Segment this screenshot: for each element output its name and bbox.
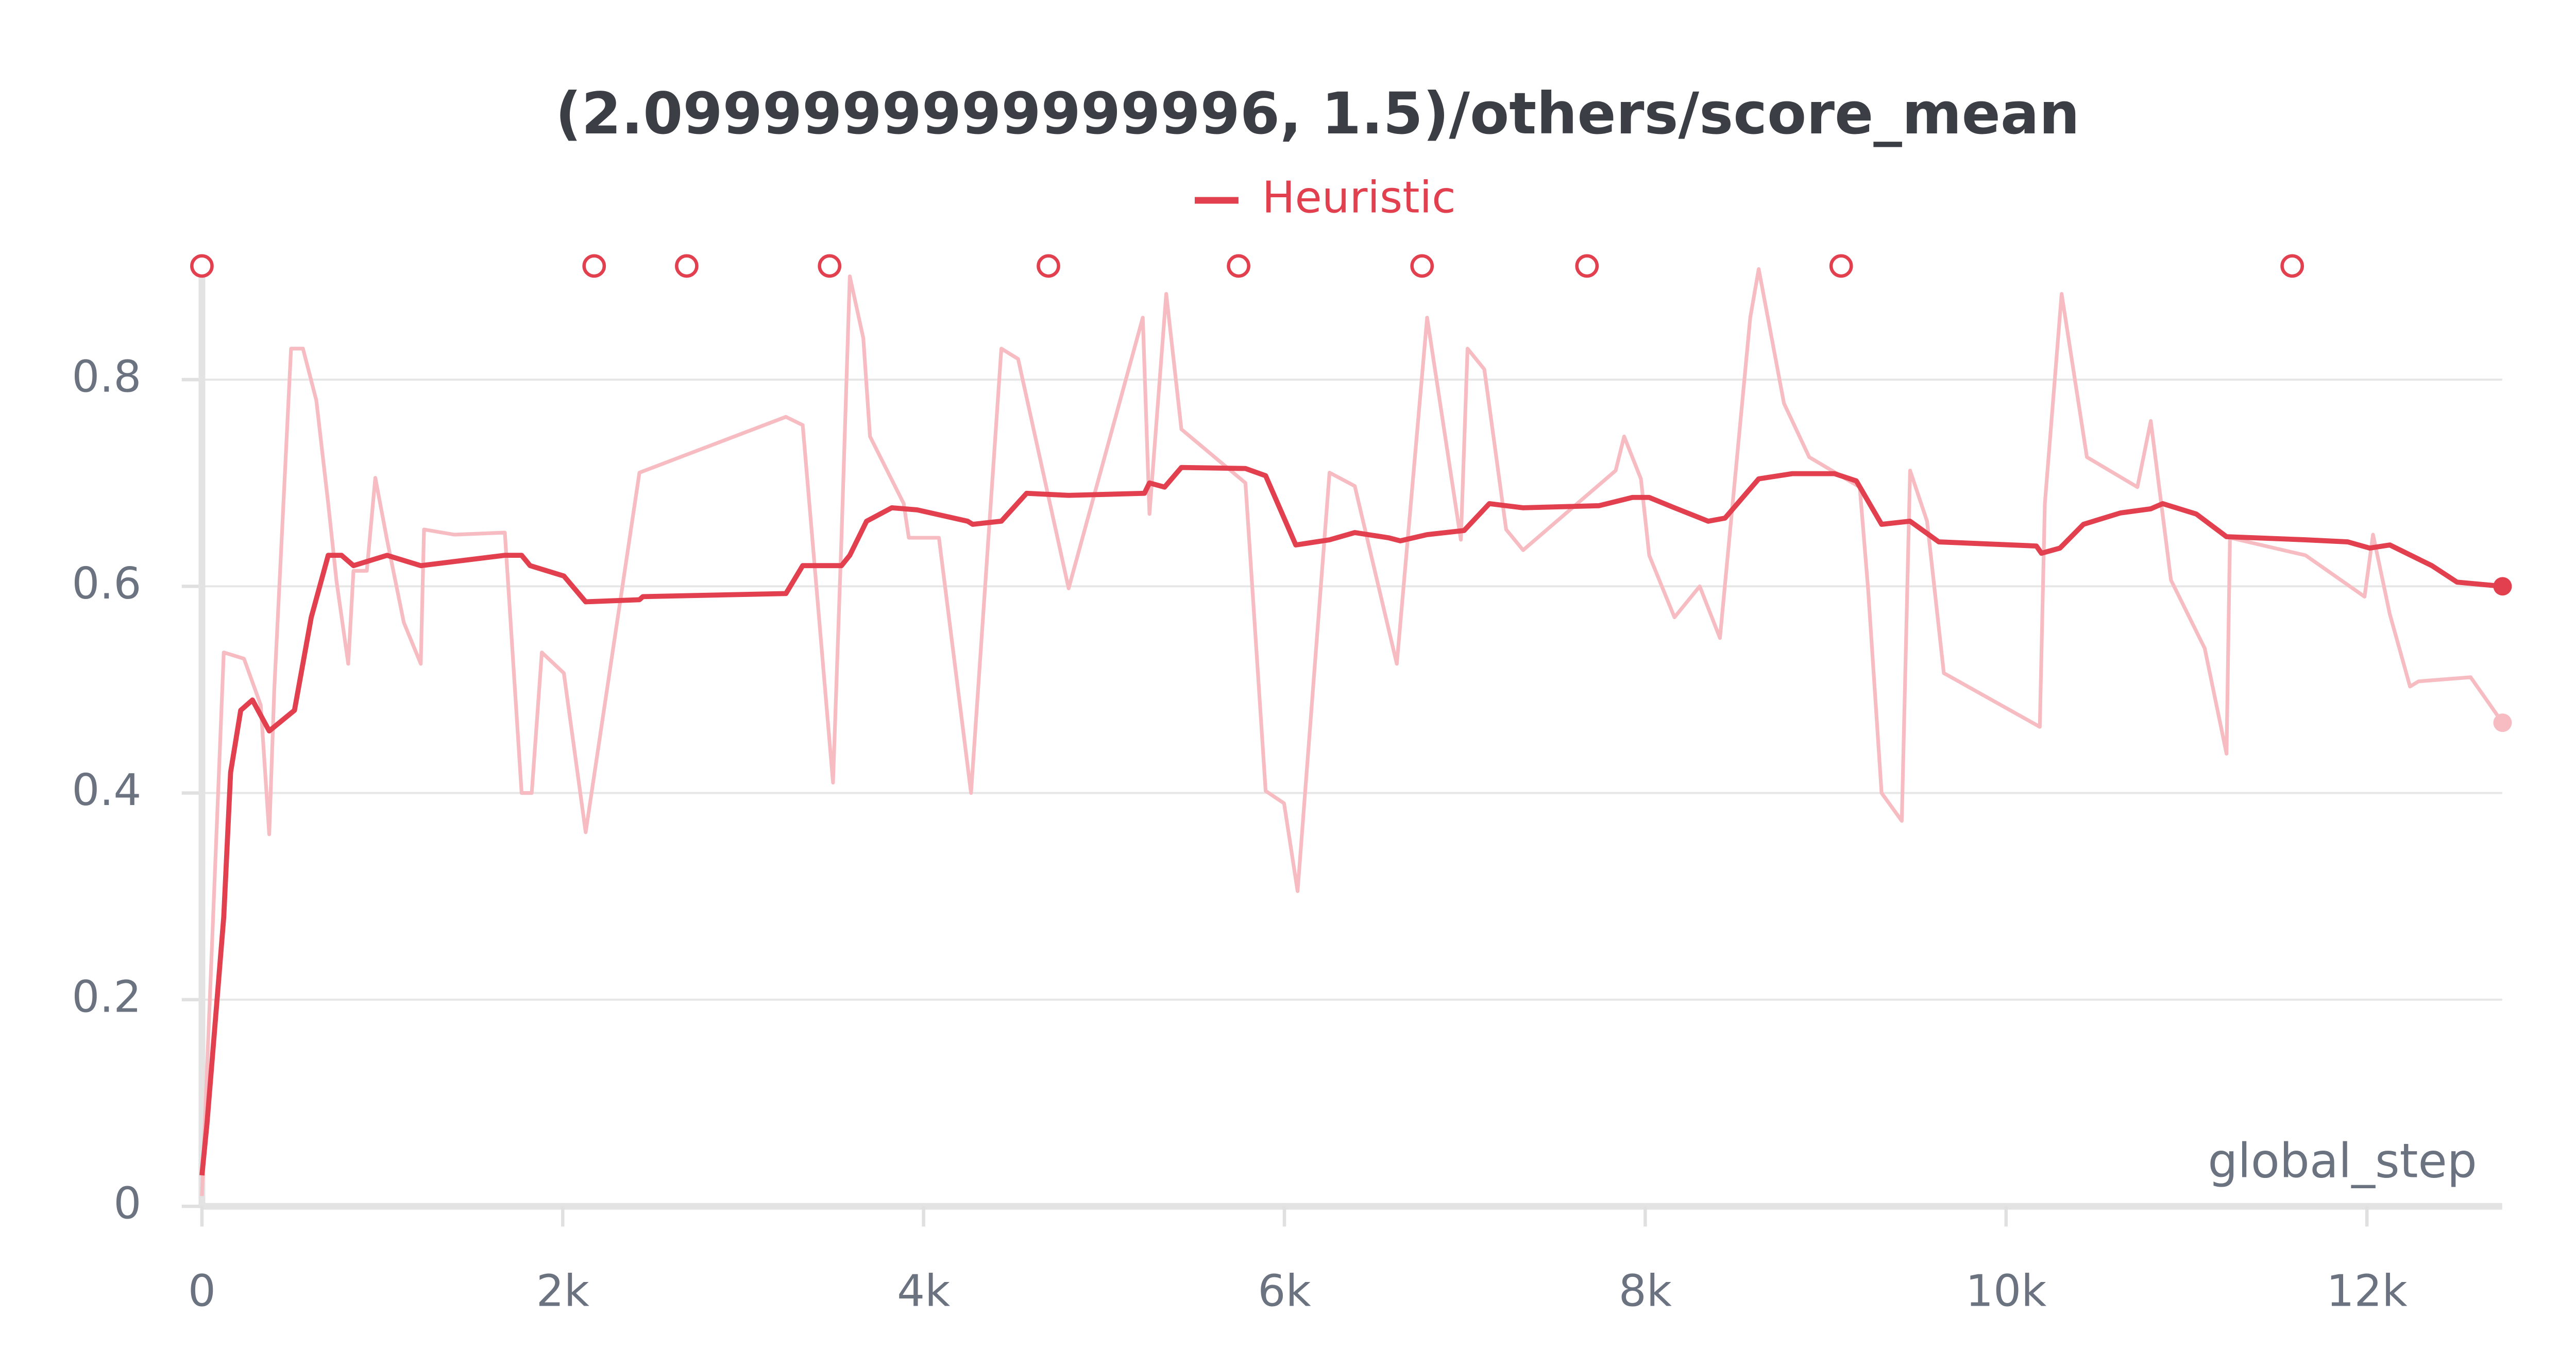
end-point (2493, 577, 2512, 596)
event-marker (818, 254, 842, 278)
event-marker (1829, 254, 1853, 278)
x-tick-label: 8k (1619, 1266, 1672, 1316)
y-tick-label: 0.4 (72, 765, 141, 816)
x-tick-label: 2k (536, 1266, 589, 1316)
x-tick-label: 4k (897, 1266, 950, 1316)
series-line (199, 465, 2503, 1176)
event-marker (2280, 254, 2304, 278)
event-marker (1410, 254, 1434, 278)
x-tick-label: 12k (2327, 1266, 2408, 1316)
event-marker (675, 254, 699, 278)
legend-label: Heuristic (1262, 172, 1456, 223)
x-tick-label: 6k (1258, 1266, 1311, 1316)
event-marker (1575, 254, 1599, 278)
event-marker (190, 254, 214, 278)
event-marker (1227, 254, 1250, 278)
x-tick-label: 0 (188, 1266, 216, 1316)
end-point (2493, 713, 2512, 732)
y-tick-label: 0 (113, 1178, 141, 1229)
x-tick-label: 10k (1965, 1266, 2046, 1316)
y-tick-label: 0.6 (72, 558, 141, 609)
event-marker (1037, 254, 1060, 278)
x-axis-label: global_step (2208, 1133, 2477, 1188)
chart-title: (2.0999999999999996, 1.5)/others/score_m… (555, 81, 2080, 147)
raw-line (200, 267, 2504, 1196)
y-tick-label: 0.8 (72, 351, 141, 402)
event-marker (582, 254, 606, 278)
y-tick-label: 0.2 (72, 971, 141, 1022)
